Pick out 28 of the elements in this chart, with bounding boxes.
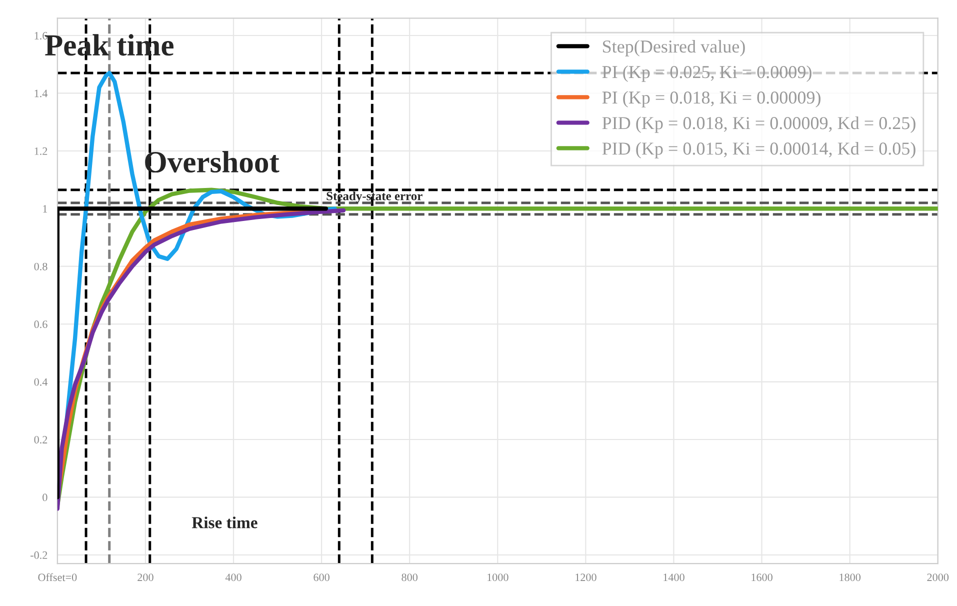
y-tick-label: -0.2 — [30, 551, 48, 559]
legend-label: PI (Kp = 0.018, Ki = 0.00009) — [602, 90, 820, 108]
x-tick-label: 800 — [402, 574, 418, 582]
x-tick-label: 400 — [225, 574, 242, 582]
y-tick-label: 1.4 — [34, 90, 48, 98]
y-tick-label: 0 — [42, 494, 48, 502]
legend-label: Step(Desired value) — [602, 40, 745, 56]
x-tick-label: 600 — [314, 574, 330, 582]
x-tick-label: 2000 — [927, 574, 949, 582]
y-tick-label: 0.6 — [34, 320, 48, 328]
annotation: Rise time — [192, 516, 258, 528]
x-tick-label: 1000 — [488, 574, 508, 582]
y-tick-label: 1 — [43, 205, 48, 212]
x-tick-label: 1400 — [664, 574, 684, 582]
legend-label: PID (Kp = 0.018, Ki = 0.00009, Kd = 0.25) — [602, 116, 916, 133]
y-tick-label: 1.6 — [34, 32, 48, 40]
x-tick-label: 1600 — [752, 574, 772, 582]
legend-label: PID (Kp = 0.015, Ki = 0.00014, Kd = 0.05) — [602, 142, 916, 158]
y-tick-label: 0.2 — [34, 436, 48, 444]
x-tick-label: 1800 — [840, 574, 861, 582]
x-tick-label: Offset=0 — [38, 573, 77, 582]
x-tick-label: 1200 — [576, 574, 596, 582]
annotation: Overshoot — [145, 151, 280, 173]
y-tick-label: 0.4 — [34, 378, 48, 386]
y-tick-label: 1.2 — [34, 147, 48, 155]
x-tick-label: 200 — [138, 574, 154, 582]
y-tick-label: 0.8 — [34, 262, 48, 270]
legend-label: PI (Kp = 0.025, Ki = 0.0009) — [602, 65, 812, 82]
